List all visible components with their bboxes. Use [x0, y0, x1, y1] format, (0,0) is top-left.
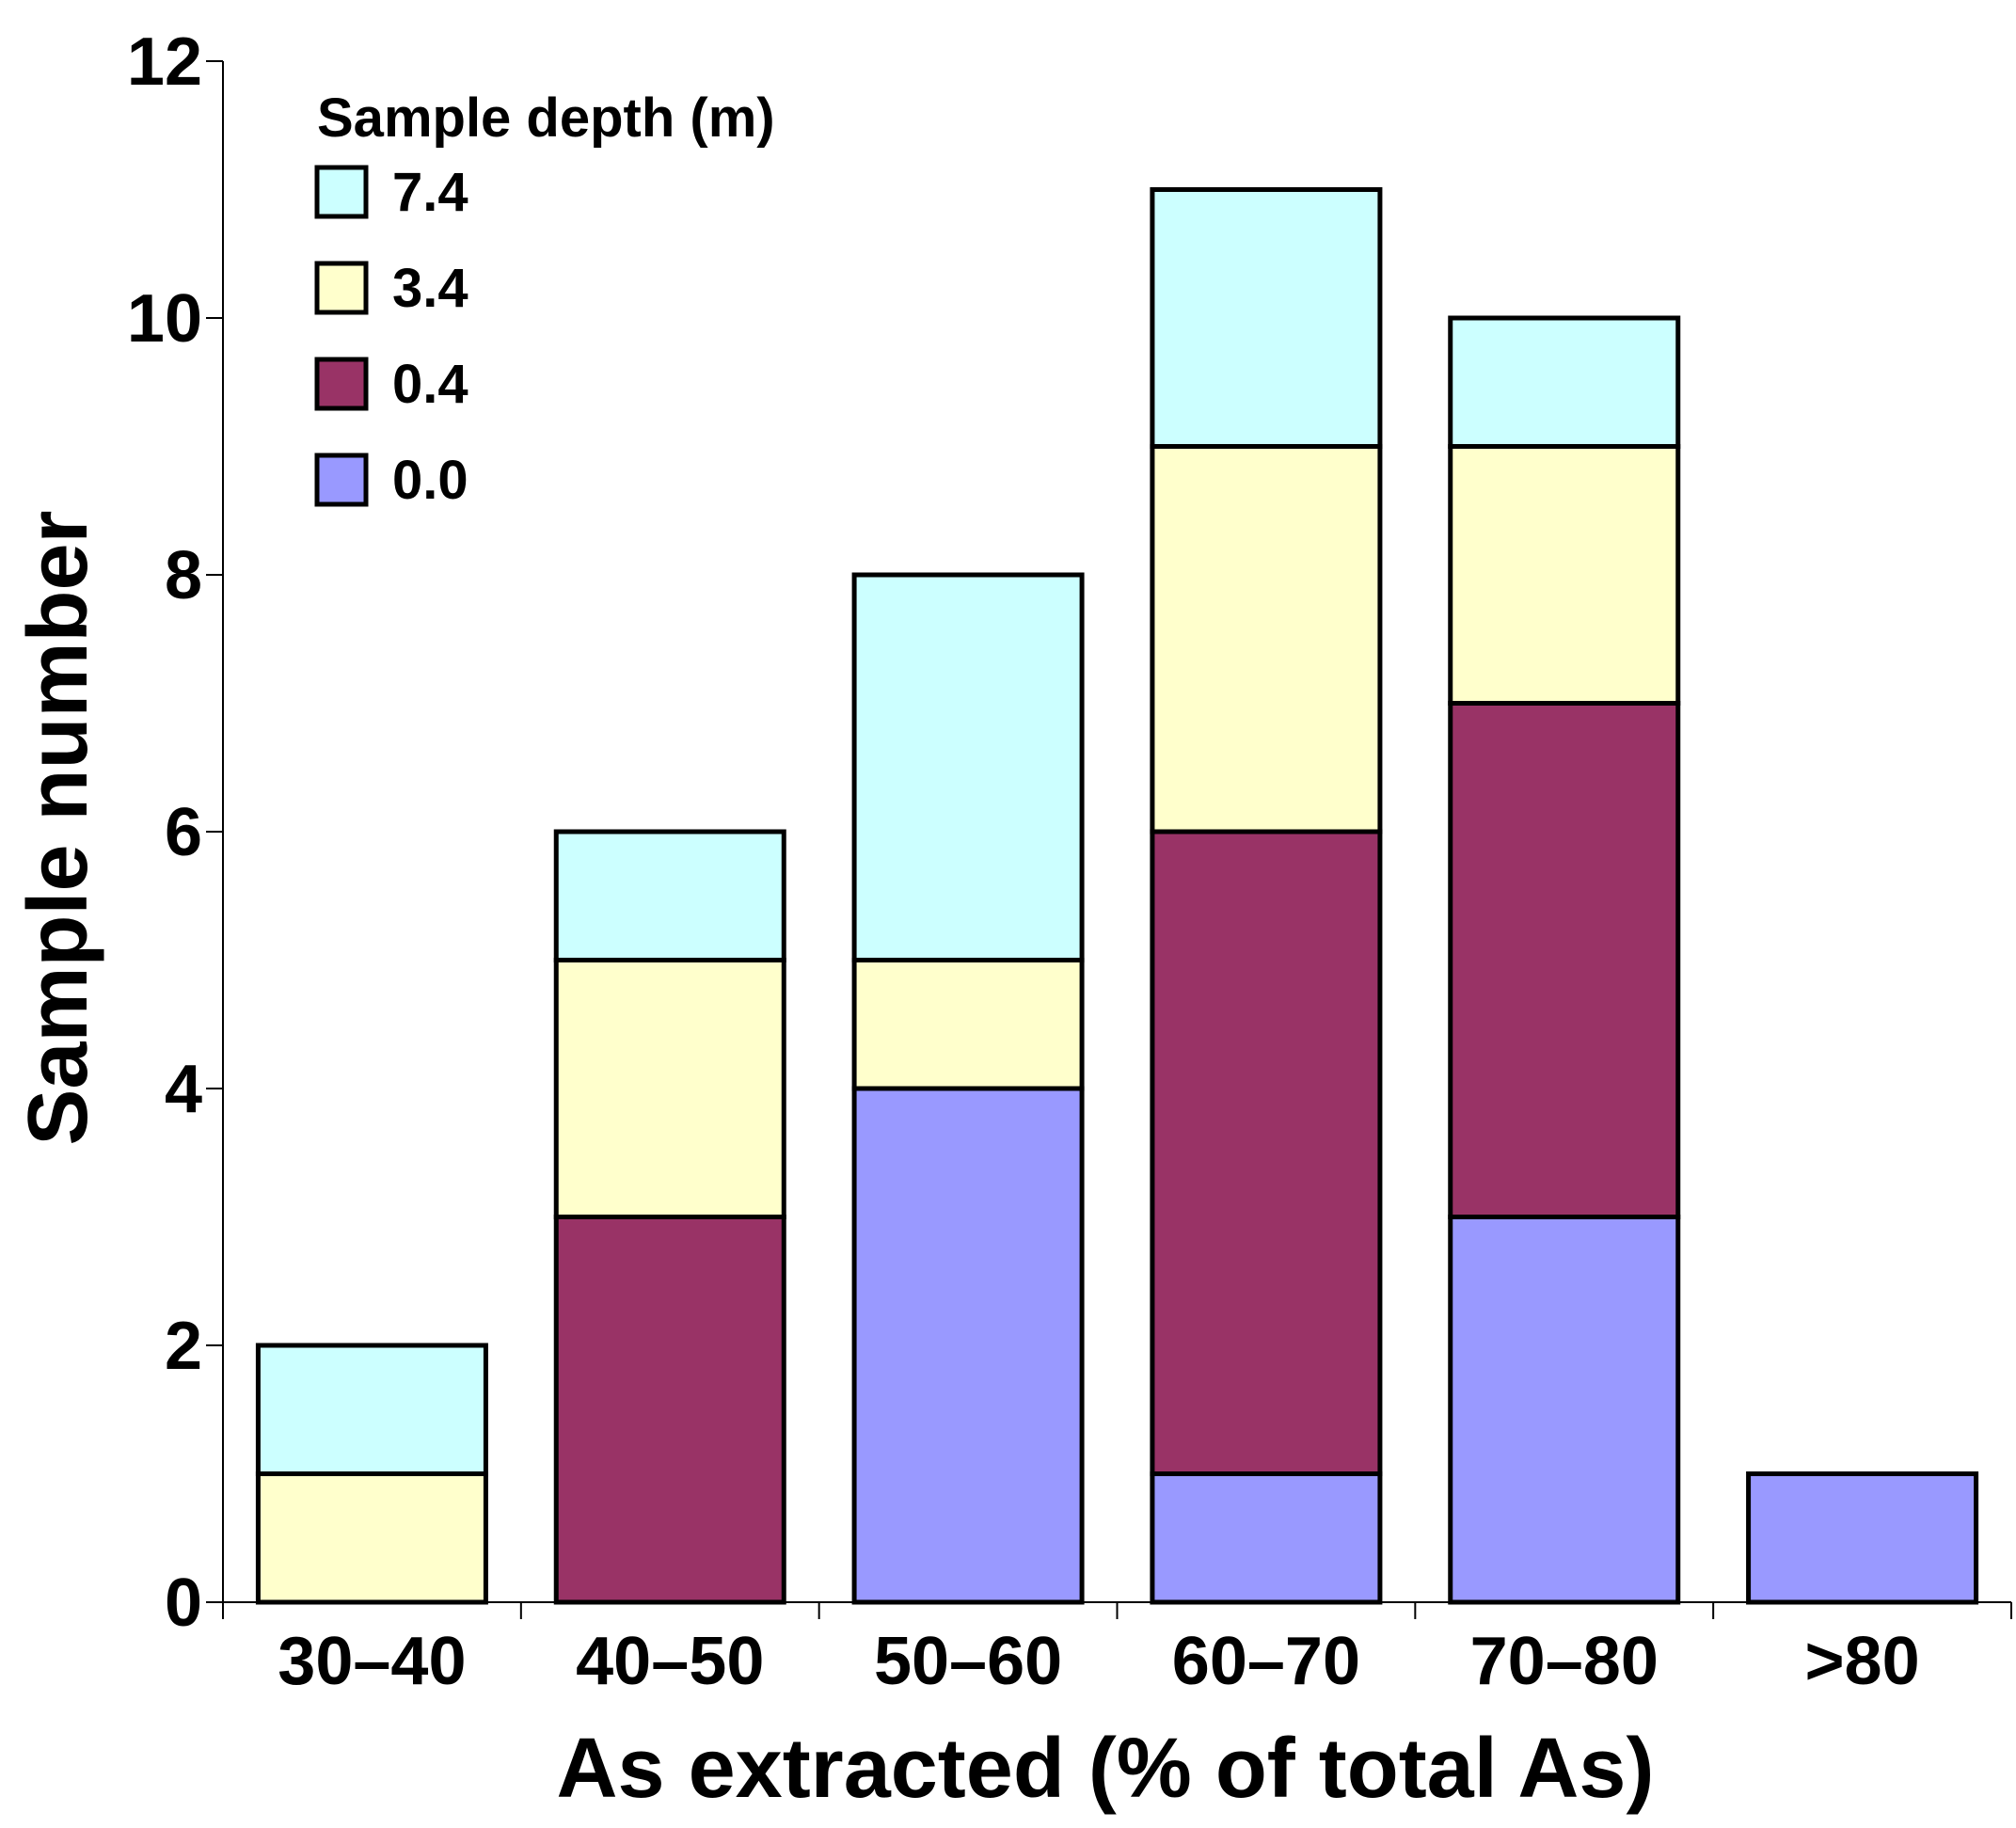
- bar-segment-2-3: [851, 572, 1085, 962]
- bar-segment-1-3: [553, 829, 786, 962]
- legend-label-0: 7.4: [392, 162, 468, 223]
- x-tick-label-5: >80: [1805, 1624, 1920, 1699]
- bar-segment-0-3: [255, 1343, 488, 1476]
- legend-title: Sample depth (m): [317, 87, 775, 149]
- bar-segment-4-0: [1448, 1215, 1681, 1605]
- bar-segment-0-2: [255, 1471, 488, 1605]
- y-tick-label-0: 0: [165, 1566, 202, 1641]
- x-axis-title: As extracted (% of total As): [557, 1722, 1655, 1816]
- x-tick-label-0: 30–40: [278, 1624, 466, 1699]
- bar-segment-4-2: [1448, 444, 1681, 706]
- legend-swatch-1: [314, 261, 369, 315]
- x-tick-label-2: 50–60: [874, 1624, 1062, 1699]
- legend: Sample depth (m) 7.4 3.4 0.4 0.0: [314, 87, 775, 511]
- x-tick-label-4: 70–80: [1470, 1624, 1659, 1699]
- bar-segment-2-0: [851, 1086, 1085, 1605]
- bar-segment-1-2: [553, 958, 786, 1219]
- bar-segment-1-1: [553, 1215, 786, 1605]
- bar-segment-3-3: [1150, 187, 1383, 449]
- bar-segment-2-2: [851, 958, 1085, 1091]
- y-axis-title: Sample number: [11, 510, 105, 1145]
- bar-segment-3-1: [1150, 829, 1383, 1476]
- legend-swatch-3: [314, 453, 369, 507]
- x-tick-label-1: 40–50: [576, 1624, 764, 1699]
- plot-area: [255, 187, 1979, 1605]
- y-tick-label-6: 12: [127, 24, 202, 100]
- bar-segment-4-3: [1448, 315, 1681, 449]
- legend-label-3: 0.0: [392, 450, 468, 511]
- x-tick-label-3: 60–70: [1172, 1624, 1360, 1699]
- y-tick-label-5: 10: [127, 281, 202, 357]
- axes: 0 2 4 6 8 10 12 30–40 40–50 50–60 60–70 70–80 >80: [127, 24, 2012, 1699]
- legend-label-2: 0.4: [392, 354, 468, 415]
- bar-segment-3-0: [1150, 1471, 1383, 1605]
- y-tick-label-2: 4: [165, 1052, 202, 1127]
- y-tick-label-1: 2: [165, 1309, 202, 1384]
- bar-segment-4-1: [1448, 701, 1681, 1219]
- legend-swatch-2: [314, 357, 369, 411]
- bar-segment-5-0: [1746, 1471, 1979, 1605]
- bar-segment-3-2: [1150, 444, 1383, 835]
- legend-swatch-0: [314, 165, 369, 219]
- y-tick-label-3: 6: [165, 795, 202, 870]
- y-tick-label-4: 8: [165, 538, 202, 613]
- legend-label-1: 3.4: [392, 258, 468, 319]
